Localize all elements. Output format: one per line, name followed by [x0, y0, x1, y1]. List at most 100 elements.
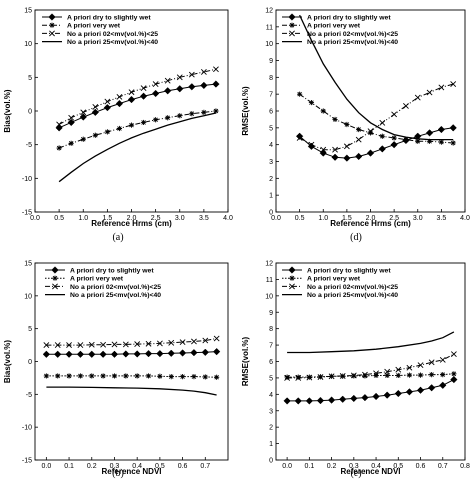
legend-entry: A priori dry to slightly wet [307, 267, 391, 274]
legend-marker [52, 275, 58, 281]
x-tick-label: 3.0 [175, 215, 185, 222]
series-line [287, 331, 455, 354]
data-point [179, 374, 186, 380]
data-point [327, 396, 336, 404]
y-tick-label: -10 [22, 176, 32, 183]
data-point [212, 347, 221, 356]
data-point [350, 372, 357, 379]
data-point [176, 85, 184, 93]
data-point [372, 392, 380, 401]
data-point [383, 391, 391, 399]
x-axis-label: Reference Hrms (cm) [330, 219, 411, 228]
series-1 [295, 124, 457, 162]
y-axis-label: RMSE(vol.%) [241, 86, 250, 136]
data-point [439, 356, 446, 363]
data-point [165, 115, 171, 121]
data-point [99, 350, 107, 358]
data-point [179, 339, 186, 346]
data-point [405, 388, 414, 396]
data-point [104, 129, 110, 135]
data-point [43, 342, 50, 349]
data-point [417, 362, 424, 369]
legend-marker [48, 13, 56, 21]
x-tick-label: 0.0 [41, 463, 51, 470]
legend-entry: A priori very wet [307, 23, 361, 30]
y-tick-label: 1 [269, 441, 273, 448]
legend-entry: No a priori 25<mv(vol.%)<40 [70, 292, 161, 299]
data-point [450, 375, 458, 384]
y-tick-label: 5 [269, 375, 273, 382]
series-line [287, 353, 455, 379]
data-point [144, 349, 153, 358]
data-point [133, 350, 141, 358]
x-tick-label: 3.5 [437, 215, 447, 222]
data-point [167, 349, 175, 357]
y-tick-label: 10 [24, 41, 32, 48]
data-point [294, 397, 302, 405]
data-point [450, 351, 457, 358]
data-point [395, 366, 402, 373]
data-point [68, 114, 75, 121]
data-point [89, 373, 95, 379]
data-point [122, 341, 129, 348]
series-1 [55, 80, 220, 132]
x-tick-label: 1.5 [103, 215, 113, 222]
y-tick-label: 10 [24, 293, 32, 300]
series-4 [58, 112, 217, 183]
data-point [67, 118, 75, 127]
data-point [140, 85, 147, 92]
data-point [439, 381, 447, 389]
y-tick-label: 9 [269, 310, 273, 317]
data-point [367, 128, 374, 135]
series-2 [297, 91, 456, 146]
x-tick-label: 0.8 [460, 463, 470, 470]
x-axis-label: Reference NDVI [101, 467, 161, 476]
series-line [58, 83, 216, 129]
legend-entry: No a priori 25<mv(vol.%)<40 [67, 39, 158, 46]
panel-label: (b) [112, 468, 124, 479]
y-axis-label: Bias(vol.%) [3, 340, 12, 383]
data-point [177, 113, 183, 119]
series-line [46, 338, 217, 346]
x-tick-label: 0.4 [132, 463, 142, 470]
legend: A priori dry to slightly wet A priori ver… [282, 266, 398, 299]
series-line [58, 68, 217, 125]
data-point [56, 145, 62, 151]
data-point [283, 397, 291, 405]
data-point [134, 341, 141, 348]
legend-marker [289, 30, 295, 37]
series-3 [43, 335, 220, 349]
data-point [306, 374, 313, 381]
x-tick-label: 4.0 [223, 215, 233, 222]
y-tick-label: 8 [269, 326, 273, 333]
x-tick-label: 4.0 [460, 215, 470, 222]
data-point [450, 140, 456, 146]
legend-entry: A priori very wet [70, 276, 124, 283]
y-tick-label: 11 [266, 24, 273, 31]
x-tick-label: 0.5 [295, 215, 305, 222]
data-point [417, 372, 424, 378]
data-point [362, 371, 368, 378]
x-tick-label: 0.2 [87, 463, 97, 470]
data-point [156, 340, 163, 347]
legend-marker [289, 283, 295, 290]
legend-marker [289, 22, 295, 28]
x-tick-label: 0.7 [200, 463, 210, 470]
data-point [339, 373, 346, 379]
y-tick-label: 10 [265, 293, 273, 300]
data-point [331, 153, 339, 161]
data-point [350, 394, 358, 403]
data-point [128, 89, 135, 96]
data-point [426, 138, 433, 144]
legend-entry: No a priori 02<mv(vol.%)<25 [307, 284, 398, 291]
data-point [355, 136, 362, 143]
series-3 [284, 351, 457, 381]
data-point [378, 145, 386, 153]
y-tick-label: -5 [26, 142, 32, 149]
data-point [403, 103, 409, 109]
data-point [176, 74, 183, 81]
data-point [295, 374, 301, 380]
data-point [200, 81, 208, 90]
data-point [122, 350, 130, 358]
